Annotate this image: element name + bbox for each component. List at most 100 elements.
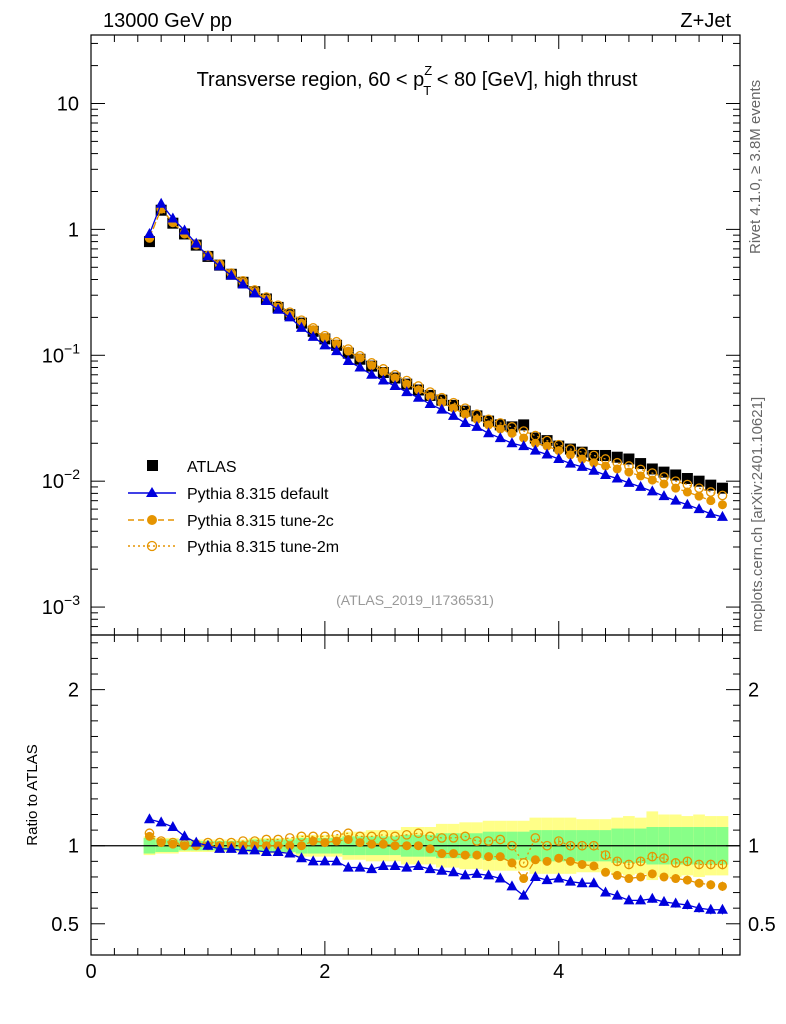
- tune2c-point: [624, 467, 634, 477]
- default-point: [564, 457, 576, 468]
- tune2c-point: [378, 367, 388, 377]
- default-point: [295, 852, 307, 863]
- tune2m-point: [530, 833, 541, 843]
- atlas-point: [681, 473, 693, 485]
- default-point: [681, 498, 693, 509]
- tune2m-point: [612, 856, 623, 867]
- x-tick-label: 2: [319, 961, 330, 983]
- tune2m-ratio-line: [149, 832, 723, 866]
- default-point: [307, 330, 319, 341]
- tune2c-point: [612, 464, 622, 474]
- tune2c-point: [273, 841, 283, 851]
- default-point: [202, 839, 214, 850]
- default-point: [611, 889, 623, 900]
- default-point: [412, 860, 424, 871]
- tune2c-point: [402, 379, 412, 389]
- tune2c-point: [355, 353, 365, 363]
- tune2m-point: [624, 859, 634, 870]
- y-tick-label: 10−2: [42, 466, 80, 493]
- atlas-point: [670, 469, 682, 481]
- tune2m-point: [659, 853, 669, 864]
- atlas-point: [588, 449, 600, 461]
- default-point: [529, 444, 541, 455]
- default-point: [389, 380, 401, 391]
- tune2c-point: [589, 861, 599, 871]
- default-point: [249, 844, 261, 855]
- tune2m-point: [565, 840, 576, 851]
- default-point: [354, 361, 366, 372]
- default-point: [611, 472, 623, 483]
- atlas-point: [529, 432, 541, 444]
- tune2c-point: [694, 878, 704, 888]
- default-point: [471, 867, 483, 878]
- tune2c-point: [332, 339, 342, 349]
- default-point: [716, 510, 728, 521]
- tune2c-point: [413, 385, 423, 395]
- tune2c-point: [472, 850, 482, 860]
- tune2c-point: [694, 491, 704, 501]
- tune2c-point: [636, 872, 646, 882]
- default-point: [143, 227, 155, 238]
- default-point: [436, 864, 448, 875]
- tune2m-point: [518, 858, 529, 868]
- tune2c-point: [285, 841, 295, 851]
- tune2c-point: [425, 844, 435, 854]
- default-point: [436, 403, 448, 414]
- default-point: [681, 899, 693, 910]
- tune2c-point: [156, 838, 166, 848]
- ratio-ylabel: Ratio to ATLAS: [24, 744, 41, 845]
- tune2c-point: [484, 852, 494, 862]
- default-point: [167, 212, 179, 223]
- default-point: [459, 416, 471, 427]
- default-point: [237, 844, 249, 855]
- default-point: [658, 490, 670, 501]
- tune2c-point: [308, 325, 318, 335]
- tune2c-point: [367, 839, 377, 849]
- default-point: [448, 409, 460, 420]
- y-tick-label-right: 1: [748, 836, 759, 858]
- atlas-point: [600, 449, 612, 461]
- tune2c-point: [495, 852, 505, 862]
- mcplots-label: mcplots.cern.ch [arXiv:2401.10621]: [749, 397, 766, 632]
- x-tick-label: 4: [553, 961, 564, 983]
- tune2c-point: [671, 483, 681, 493]
- tune2m-point: [717, 859, 728, 870]
- legend: ATLAS Pythia 8.315 default Pythia 8.315 …: [128, 459, 339, 556]
- default-point: [401, 386, 413, 397]
- legend-atlas-marker: [147, 460, 158, 471]
- default-point: [506, 880, 518, 891]
- default-point: [623, 476, 635, 487]
- default-point: [670, 494, 682, 505]
- default-point: [319, 855, 331, 866]
- atlas-point: [705, 479, 717, 491]
- default-point: [377, 860, 389, 871]
- default-point: [705, 507, 717, 518]
- default-point: [716, 903, 728, 914]
- legend-default-marker: [146, 487, 158, 497]
- default-point: [249, 287, 261, 298]
- default-point: [635, 894, 647, 905]
- tune2c-point: [495, 424, 505, 434]
- tune2c-point: [530, 438, 540, 448]
- y-tick-label-right: 0.5: [748, 914, 776, 936]
- tune2m-point: [472, 836, 482, 846]
- tune2c-point: [332, 836, 342, 846]
- default-point: [377, 374, 389, 385]
- tune2c-point: [659, 872, 669, 882]
- default-point: [225, 842, 237, 853]
- energy-label: 13000 GeV pp: [103, 10, 232, 32]
- default-point: [424, 398, 436, 409]
- tune2c-point: [636, 471, 646, 481]
- tune2m-point: [600, 850, 611, 860]
- default-point: [319, 339, 331, 350]
- default-point: [214, 842, 226, 853]
- tune2m-point: [577, 840, 587, 851]
- y-tick-label-left: 0.5: [51, 914, 79, 936]
- y-tick-label: 10−1: [42, 340, 80, 367]
- tune2c-point: [355, 838, 365, 848]
- default-point: [564, 875, 576, 886]
- default-point: [167, 821, 179, 831]
- tune2c-point: [519, 433, 529, 443]
- tune2c-point: [717, 881, 727, 891]
